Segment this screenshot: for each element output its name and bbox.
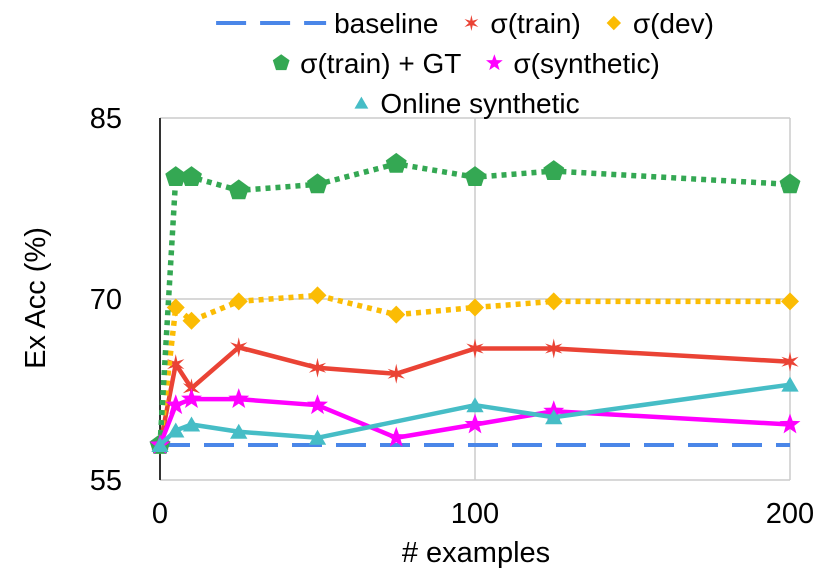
axis-layer: 55 70 85 0 100 200 <box>90 103 814 530</box>
data-point <box>466 298 484 317</box>
data-point <box>464 166 486 187</box>
data-point <box>779 413 801 434</box>
legend-item: σ(train) <box>464 8 581 39</box>
data-point <box>387 305 406 324</box>
legend-label: σ(train) <box>490 8 580 39</box>
data-point <box>167 422 185 438</box>
data-point <box>545 338 563 359</box>
y-tick-label: 55 <box>90 465 122 497</box>
data-point <box>228 179 250 200</box>
series-layer <box>149 152 801 456</box>
data-point <box>229 292 248 311</box>
data-point <box>464 413 486 434</box>
legend-swatch <box>606 15 622 31</box>
series-line <box>157 292 790 446</box>
data-point <box>385 152 407 173</box>
series-5 <box>151 376 799 453</box>
data-point <box>466 397 484 413</box>
legend-label: baseline <box>334 8 438 39</box>
data-point <box>781 351 799 372</box>
legend-label: σ(train) + GT <box>300 48 461 79</box>
legend-item: σ(dev) <box>606 8 714 39</box>
legend-label: σ(synthetic) <box>513 48 659 79</box>
legend-label: Online synthetic <box>380 88 579 119</box>
data-point <box>182 311 201 330</box>
y-tick-label: 85 <box>90 103 122 135</box>
data-point <box>466 338 484 359</box>
data-point <box>230 337 248 358</box>
data-point <box>165 394 187 415</box>
x-tick-label: 200 <box>766 498 814 530</box>
series-3 <box>149 152 801 454</box>
x-axis-title: # examples <box>402 537 550 569</box>
legend-swatch <box>464 15 479 31</box>
data-point <box>308 286 327 305</box>
legend-swatch <box>272 54 290 71</box>
data-point <box>385 426 407 447</box>
legend-item: Online synthetic <box>354 88 580 119</box>
x-tick-label: 100 <box>451 498 499 530</box>
data-point <box>182 416 201 432</box>
data-point <box>166 298 185 317</box>
data-point <box>779 173 801 194</box>
legend-item: σ(train) + GT <box>272 48 461 79</box>
data-point <box>307 173 328 194</box>
legend-label: σ(dev) <box>633 8 714 39</box>
data-point <box>165 166 187 187</box>
legend-item: baseline <box>216 8 438 39</box>
data-point <box>181 166 202 187</box>
y-axis-title: Ex Acc (%) <box>20 227 52 369</box>
legend-item: σ(synthetic) <box>486 48 660 79</box>
data-point <box>387 363 405 384</box>
data-point <box>545 409 563 425</box>
data-point <box>543 160 565 180</box>
data-point <box>228 388 250 409</box>
legend-swatch <box>354 96 369 109</box>
legend: baseline σ(train) σ(dev) σ(train) + GT σ(syn… <box>216 8 714 119</box>
data-point <box>781 292 799 311</box>
y-tick-label: 70 <box>90 284 122 316</box>
data-point <box>308 429 327 445</box>
data-point <box>544 292 563 311</box>
data-point <box>307 394 328 415</box>
data-point <box>230 423 248 439</box>
data-point <box>151 437 169 453</box>
data-point <box>181 388 202 409</box>
data-point <box>781 376 799 392</box>
data-point <box>308 357 327 378</box>
x-tick-label: 0 <box>152 498 168 530</box>
legend-swatch <box>486 54 503 71</box>
data-point <box>167 354 185 375</box>
